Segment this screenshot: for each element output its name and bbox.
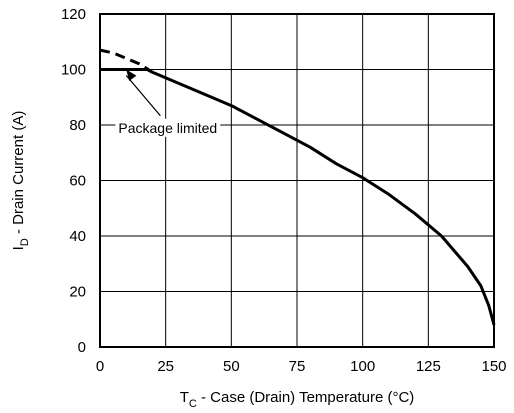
x-tick-label: 100 (350, 358, 375, 375)
x-tick-label: 0 (96, 358, 104, 375)
y-tick-label: 40 (69, 228, 86, 245)
y-tick-label: 0 (78, 339, 86, 356)
annotations: Package limited (115, 69, 221, 137)
x-axis-label-subscript: C (189, 398, 197, 410)
y-axis-label-symbol: I (10, 246, 27, 250)
y-tick-label: 60 (69, 173, 86, 190)
y-tick-labels: 0 20 40 60 80 100 120 (61, 6, 86, 356)
series-line-dashed (99, 48, 154, 74)
y-tick-label: 100 (61, 62, 86, 79)
series-line-solid (100, 68, 496, 326)
x-axis-label: TC - Case (Drain) Temperature (°C) (180, 389, 415, 410)
y-tick-label: 80 (69, 117, 86, 134)
series-group (99, 48, 496, 326)
y-axis-label-subscript: D (19, 238, 31, 246)
x-tick-labels: 0 25 50 75 100 125 150 (96, 358, 507, 375)
annotation-arrow-line (125, 75, 161, 117)
grid (100, 14, 494, 347)
y-tick-label: 20 (69, 284, 86, 301)
x-tick-label: 150 (481, 358, 506, 375)
x-tick-label: 125 (416, 358, 441, 375)
y-tick-label: 120 (61, 6, 86, 23)
plot-frame (99, 13, 495, 348)
x-axis-label-text: - Case (Drain) Temperature (°C) (197, 389, 414, 406)
annotation-arrowhead (126, 69, 137, 82)
annotation-label: Package limited (118, 120, 217, 136)
x-tick-label: 75 (289, 358, 306, 375)
x-tick-label: 25 (157, 358, 174, 375)
x-axis-label-symbol: T (180, 389, 189, 406)
y-axis-label-text: - Drain Current (A) (10, 111, 27, 239)
annotation-label-background (115, 118, 221, 137)
y-axis-label: ID - Drain Current (A) (10, 111, 31, 251)
x-tick-label: 50 (223, 358, 240, 375)
